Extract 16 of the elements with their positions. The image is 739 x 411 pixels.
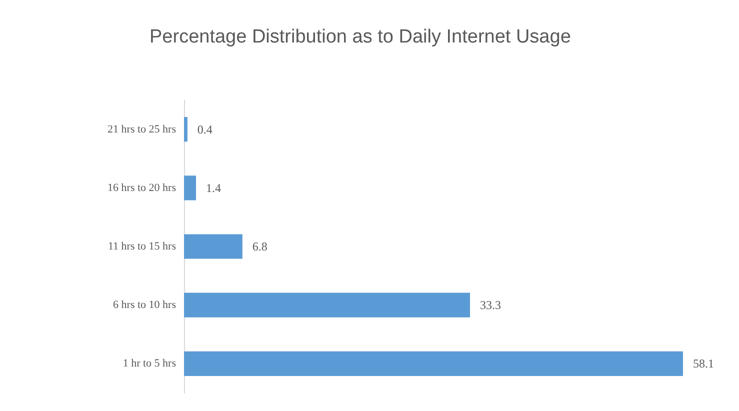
y-tick-label: 16 hrs to 20 hrs	[108, 182, 176, 194]
y-tick-label: 21 hrs to 25 hrs	[108, 123, 176, 136]
bar	[184, 176, 196, 200]
bar	[184, 234, 242, 259]
bar	[184, 116, 188, 142]
data-label: 1.4	[206, 180, 222, 195]
y-tick-label: 6 hrs to 10 hrs	[113, 299, 176, 312]
data-label: 33.3	[480, 298, 501, 312]
data-label: 6.8	[252, 240, 268, 254]
bar	[184, 292, 470, 318]
y-tick-label: 1 hr to 5 hrs	[122, 358, 176, 370]
data-label: 0.4	[197, 122, 212, 136]
chart-title: Percentage Distribution as to Daily Internet Usage	[150, 26, 571, 48]
data-label: 58.1	[693, 356, 714, 371]
y-tick-label: 11 hrs to 15 hrs	[108, 240, 176, 252]
bar	[184, 351, 683, 376]
